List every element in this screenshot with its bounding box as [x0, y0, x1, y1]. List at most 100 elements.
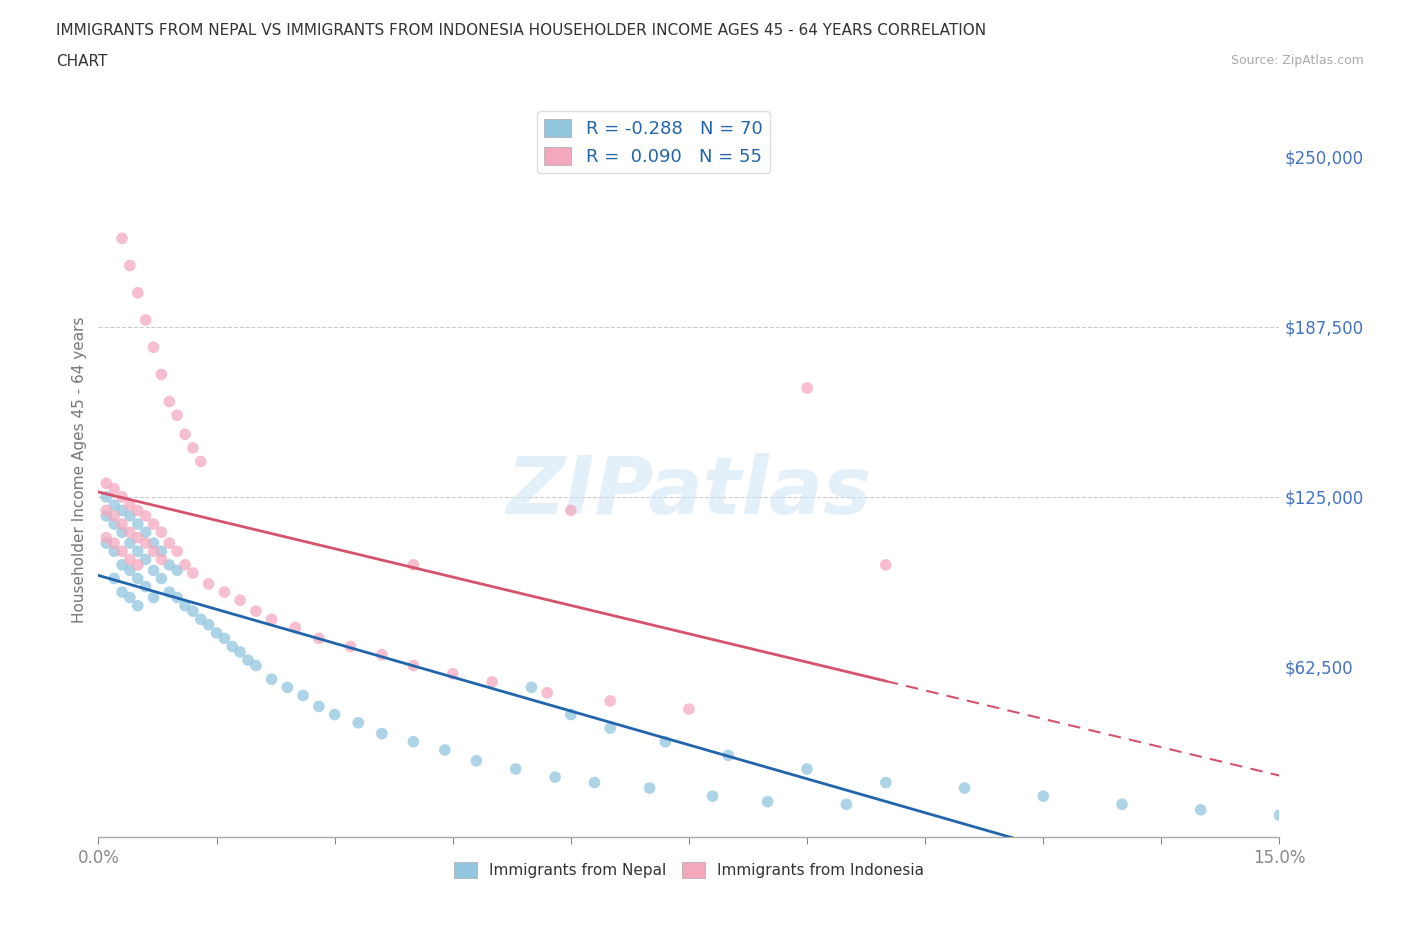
Point — [166, 591, 188, 605]
Point — [127, 286, 149, 300]
Point — [654, 735, 676, 750]
Point — [197, 577, 219, 591]
Point — [150, 367, 173, 382]
Point — [111, 503, 134, 518]
Point — [111, 525, 134, 539]
Point — [157, 394, 180, 409]
Point — [96, 476, 118, 491]
Point — [433, 742, 456, 757]
Point — [638, 780, 661, 795]
Point — [127, 503, 149, 518]
Point — [118, 525, 141, 539]
Point — [245, 604, 267, 618]
Point — [308, 699, 330, 714]
Point — [150, 571, 173, 586]
Point — [127, 544, 149, 559]
Point — [103, 498, 125, 512]
Point — [347, 715, 370, 730]
Point — [118, 536, 141, 551]
Point — [96, 536, 118, 551]
Point — [835, 797, 858, 812]
Point — [560, 503, 582, 518]
Point — [111, 231, 134, 246]
Point — [371, 726, 394, 741]
Point — [166, 544, 188, 559]
Point — [599, 721, 621, 736]
Point — [702, 789, 724, 804]
Point — [166, 407, 188, 422]
Point — [118, 552, 141, 567]
Point — [308, 631, 330, 645]
Point — [953, 780, 976, 795]
Point — [118, 563, 141, 578]
Point — [135, 579, 157, 594]
Point — [190, 454, 212, 469]
Point — [96, 503, 118, 518]
Point — [142, 536, 165, 551]
Point — [229, 644, 252, 659]
Point — [157, 557, 180, 572]
Text: IMMIGRANTS FROM NEPAL VS IMMIGRANTS FROM INDONESIA HOUSEHOLDER INCOME AGES 45 - : IMMIGRANTS FROM NEPAL VS IMMIGRANTS FROM… — [56, 23, 987, 38]
Point — [142, 339, 165, 354]
Point — [157, 536, 180, 551]
Point — [96, 489, 118, 504]
Point — [174, 427, 197, 442]
Point — [536, 685, 558, 700]
Point — [111, 557, 134, 572]
Point — [111, 489, 134, 504]
Point — [1189, 803, 1212, 817]
Point — [166, 563, 188, 578]
Point — [245, 658, 267, 673]
Point — [150, 552, 173, 567]
Point — [174, 557, 197, 572]
Point — [1111, 797, 1133, 812]
Point — [205, 626, 228, 641]
Point — [142, 591, 165, 605]
Point — [118, 591, 141, 605]
Point — [118, 509, 141, 524]
Point — [276, 680, 298, 695]
Point — [127, 530, 149, 545]
Point — [599, 694, 621, 709]
Point — [796, 762, 818, 777]
Point — [284, 620, 307, 635]
Point — [103, 509, 125, 524]
Point — [157, 585, 180, 600]
Point — [111, 544, 134, 559]
Point — [481, 674, 503, 689]
Point — [135, 312, 157, 327]
Y-axis label: Householder Income Ages 45 - 64 years: Householder Income Ages 45 - 64 years — [72, 316, 87, 623]
Point — [260, 612, 283, 627]
Legend: Immigrants from Nepal, Immigrants from Indonesia: Immigrants from Nepal, Immigrants from I… — [449, 857, 929, 884]
Point — [197, 618, 219, 632]
Point — [465, 753, 488, 768]
Point — [181, 565, 204, 580]
Point — [717, 748, 740, 763]
Point — [214, 585, 236, 600]
Point — [560, 707, 582, 722]
Point — [127, 517, 149, 532]
Point — [583, 775, 606, 790]
Text: ZIPatlas: ZIPatlas — [506, 453, 872, 531]
Point — [118, 259, 141, 273]
Point — [678, 701, 700, 716]
Point — [544, 770, 567, 785]
Point — [323, 707, 346, 722]
Point — [118, 498, 141, 512]
Point — [142, 544, 165, 559]
Point — [103, 517, 125, 532]
Point — [127, 557, 149, 572]
Point — [135, 552, 157, 567]
Point — [339, 639, 361, 654]
Point — [756, 794, 779, 809]
Point — [174, 598, 197, 613]
Point — [111, 517, 134, 532]
Point — [150, 544, 173, 559]
Point — [260, 671, 283, 686]
Point — [371, 647, 394, 662]
Point — [135, 509, 157, 524]
Point — [292, 688, 315, 703]
Point — [402, 557, 425, 572]
Point — [111, 585, 134, 600]
Point — [796, 380, 818, 395]
